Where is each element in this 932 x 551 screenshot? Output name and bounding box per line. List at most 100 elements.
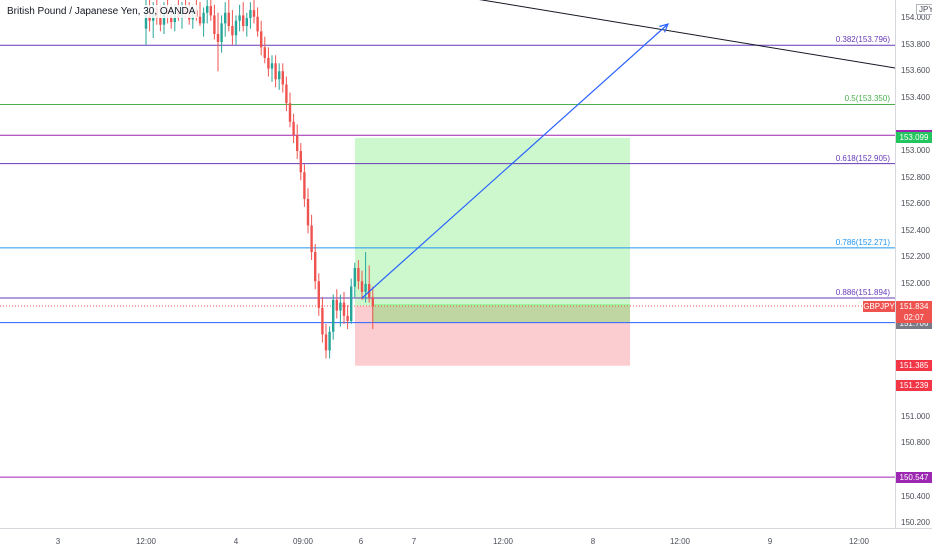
- candle: [335, 289, 338, 319]
- candle-body: [249, 10, 252, 19]
- candle-body: [159, 18, 162, 25]
- y-tick-label: 152.200: [901, 252, 930, 262]
- projection-arrow: [361, 23, 669, 299]
- price-tag: 150.547: [896, 471, 932, 483]
- candle-body: [335, 299, 338, 311]
- candle-body: [260, 31, 263, 48]
- candle: [368, 265, 371, 303]
- candle-body: [368, 283, 371, 298]
- candle: [213, 4, 216, 40]
- y-tick-label: 152.600: [901, 199, 930, 209]
- fib-label-0.886: 0.886(151.894): [835, 288, 890, 298]
- candle-body: [371, 297, 374, 307]
- candle-body: [227, 12, 230, 27]
- candle: [252, 0, 256, 24]
- y-tick-label: 154.000: [901, 13, 930, 23]
- candle: [303, 164, 306, 207]
- candle-body: [206, 6, 209, 13]
- candle-body: [144, 11, 148, 29]
- time-axis[interactable]: [0, 528, 932, 551]
- candle: [245, 12, 248, 37]
- candle: [260, 20, 263, 56]
- candle-body: [324, 334, 328, 351]
- candle: [202, 7, 205, 37]
- x-tick-label: 12:00: [135, 537, 157, 546]
- candle-body: [213, 15, 216, 35]
- trend-line: [479, 0, 896, 69]
- candle: [227, 0, 230, 32]
- candle-body: [209, 6, 212, 16]
- x-tick-label: 4: [233, 537, 239, 546]
- x-tick-label: 12:00: [669, 537, 691, 546]
- candle: [296, 124, 299, 159]
- x-tick-label: 7: [411, 537, 417, 546]
- candle: [263, 36, 266, 64]
- candle-body: [342, 302, 346, 316]
- candle-body: [285, 84, 288, 104]
- candle-body: [328, 331, 331, 351]
- candle-body: [224, 12, 227, 24]
- candle: [270, 55, 274, 82]
- candle: [353, 262, 356, 298]
- candle-body: [220, 23, 223, 43]
- fib-label-0.786: 0.786(152.271): [835, 237, 890, 247]
- y-tick-label: 152.400: [901, 225, 930, 235]
- fib-label-0.618: 0.618(152.905): [835, 153, 890, 163]
- x-tick-label: 09:00: [292, 537, 314, 546]
- candle: [242, 2, 245, 32]
- candle: [249, 2, 252, 29]
- price-tag: 153.099: [896, 132, 932, 144]
- candle: [310, 214, 313, 261]
- currency-label[interactable]: JPY: [916, 4, 932, 15]
- y-tick-label: 153.000: [901, 146, 930, 155]
- candle: [371, 286, 374, 330]
- candle-body: [170, 15, 173, 23]
- symbol-tag: GBPJPY: [863, 300, 895, 312]
- candle: [299, 143, 302, 181]
- y-tick-label: 152.000: [901, 278, 930, 288]
- candle: [357, 260, 360, 290]
- candle-body: [198, 16, 202, 24]
- candle-body: [299, 151, 302, 173]
- fib-label-0.5: 0.5(153.350): [844, 94, 890, 104]
- arrow-head: [659, 23, 670, 33]
- candle: [339, 294, 342, 327]
- candle-body: [281, 71, 284, 85]
- candle-body: [288, 103, 292, 122]
- price-tag: 151.239: [896, 379, 932, 391]
- candle: [238, 4, 241, 32]
- price-tag: 151.834: [896, 300, 932, 312]
- candle: [332, 294, 335, 340]
- candle-body: [339, 302, 342, 311]
- candle-body: [360, 281, 364, 292]
- candle-body: [270, 63, 274, 69]
- candle-body: [314, 252, 317, 282]
- candle: [285, 76, 288, 112]
- candle: [198, 2, 202, 27]
- candle: [234, 15, 238, 45]
- price-tag: 151.706: [896, 317, 932, 329]
- x-tick-label: 12:00: [848, 537, 870, 546]
- candle-body: [263, 47, 266, 58]
- price-axis[interactable]: [895, 0, 932, 528]
- candle: [231, 10, 234, 45]
- filled-profit: [372, 304, 630, 323]
- x-tick-label: 6: [358, 537, 364, 546]
- candle: [220, 15, 223, 53]
- candle-body: [256, 16, 259, 32]
- candle-body: [350, 286, 353, 322]
- candle-body: [332, 299, 335, 332]
- candle: [314, 244, 317, 290]
- chart-title: British Pound / Japanese Yen, 30, OANDA: [5, 5, 198, 18]
- candle: [256, 7, 259, 37]
- x-tick-label: 3: [55, 537, 61, 546]
- y-tick-label: 151.000: [901, 411, 930, 421]
- candle: [321, 297, 324, 343]
- candle-body: [234, 20, 238, 36]
- candle-body: [292, 121, 295, 136]
- candle-body: [278, 71, 281, 80]
- candle-body: [306, 198, 310, 226]
- candle: [288, 92, 292, 128]
- candle: [346, 305, 349, 330]
